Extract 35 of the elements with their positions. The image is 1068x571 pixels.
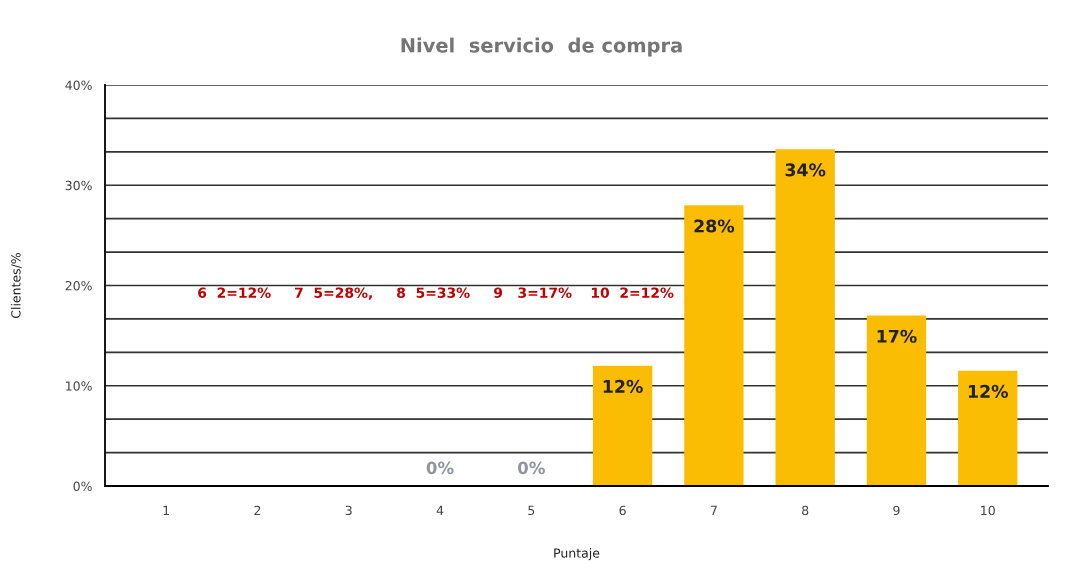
x-tick-label: 3 <box>345 505 352 516</box>
x-tick-label: 6 <box>619 505 626 516</box>
bar <box>866 315 927 486</box>
data-label: 34% <box>785 163 826 177</box>
x-tick-label: 8 <box>802 505 809 516</box>
x-tick-label: 2 <box>254 505 261 515</box>
bar <box>592 365 653 486</box>
x-tick-label: 9 <box>893 505 900 516</box>
x-axis-title: Puntaje <box>554 548 600 561</box>
data-label: 12% <box>968 384 1008 398</box>
annotation: 7 5=28%, <box>295 287 372 300</box>
x-tick-label: 10 <box>981 505 995 516</box>
annotation: 9 3=17% <box>494 287 572 298</box>
data-label: 0% <box>426 461 454 475</box>
x-tick-label: 5 <box>528 505 535 516</box>
data-label: 28% <box>694 219 735 233</box>
data-label: 0% <box>517 461 545 475</box>
annotation: 10 2=12% <box>591 287 674 298</box>
y-tick-label: 10% <box>66 381 92 391</box>
y-tick-label: 20% <box>65 280 92 291</box>
y-tick-label: 40% <box>65 80 92 90</box>
annotation: 6 2=12% <box>198 287 271 298</box>
x-tick-label: 4 <box>436 505 444 515</box>
bar <box>775 149 835 486</box>
y-tick-label: 30% <box>65 180 92 191</box>
bar <box>684 205 744 486</box>
x-tick-label: 1 <box>163 505 169 515</box>
data-label: 17% <box>877 329 917 343</box>
chart-title: Nivel servicio de compra <box>401 37 682 57</box>
data-label: 12% <box>603 379 643 393</box>
y-tick-label: 0% <box>73 481 92 491</box>
annotation: 8 5=33% <box>397 287 470 298</box>
x-tick-label: 7 <box>710 505 717 515</box>
y-axis-title: Clientes/% <box>10 252 22 319</box>
bar <box>958 370 1018 486</box>
